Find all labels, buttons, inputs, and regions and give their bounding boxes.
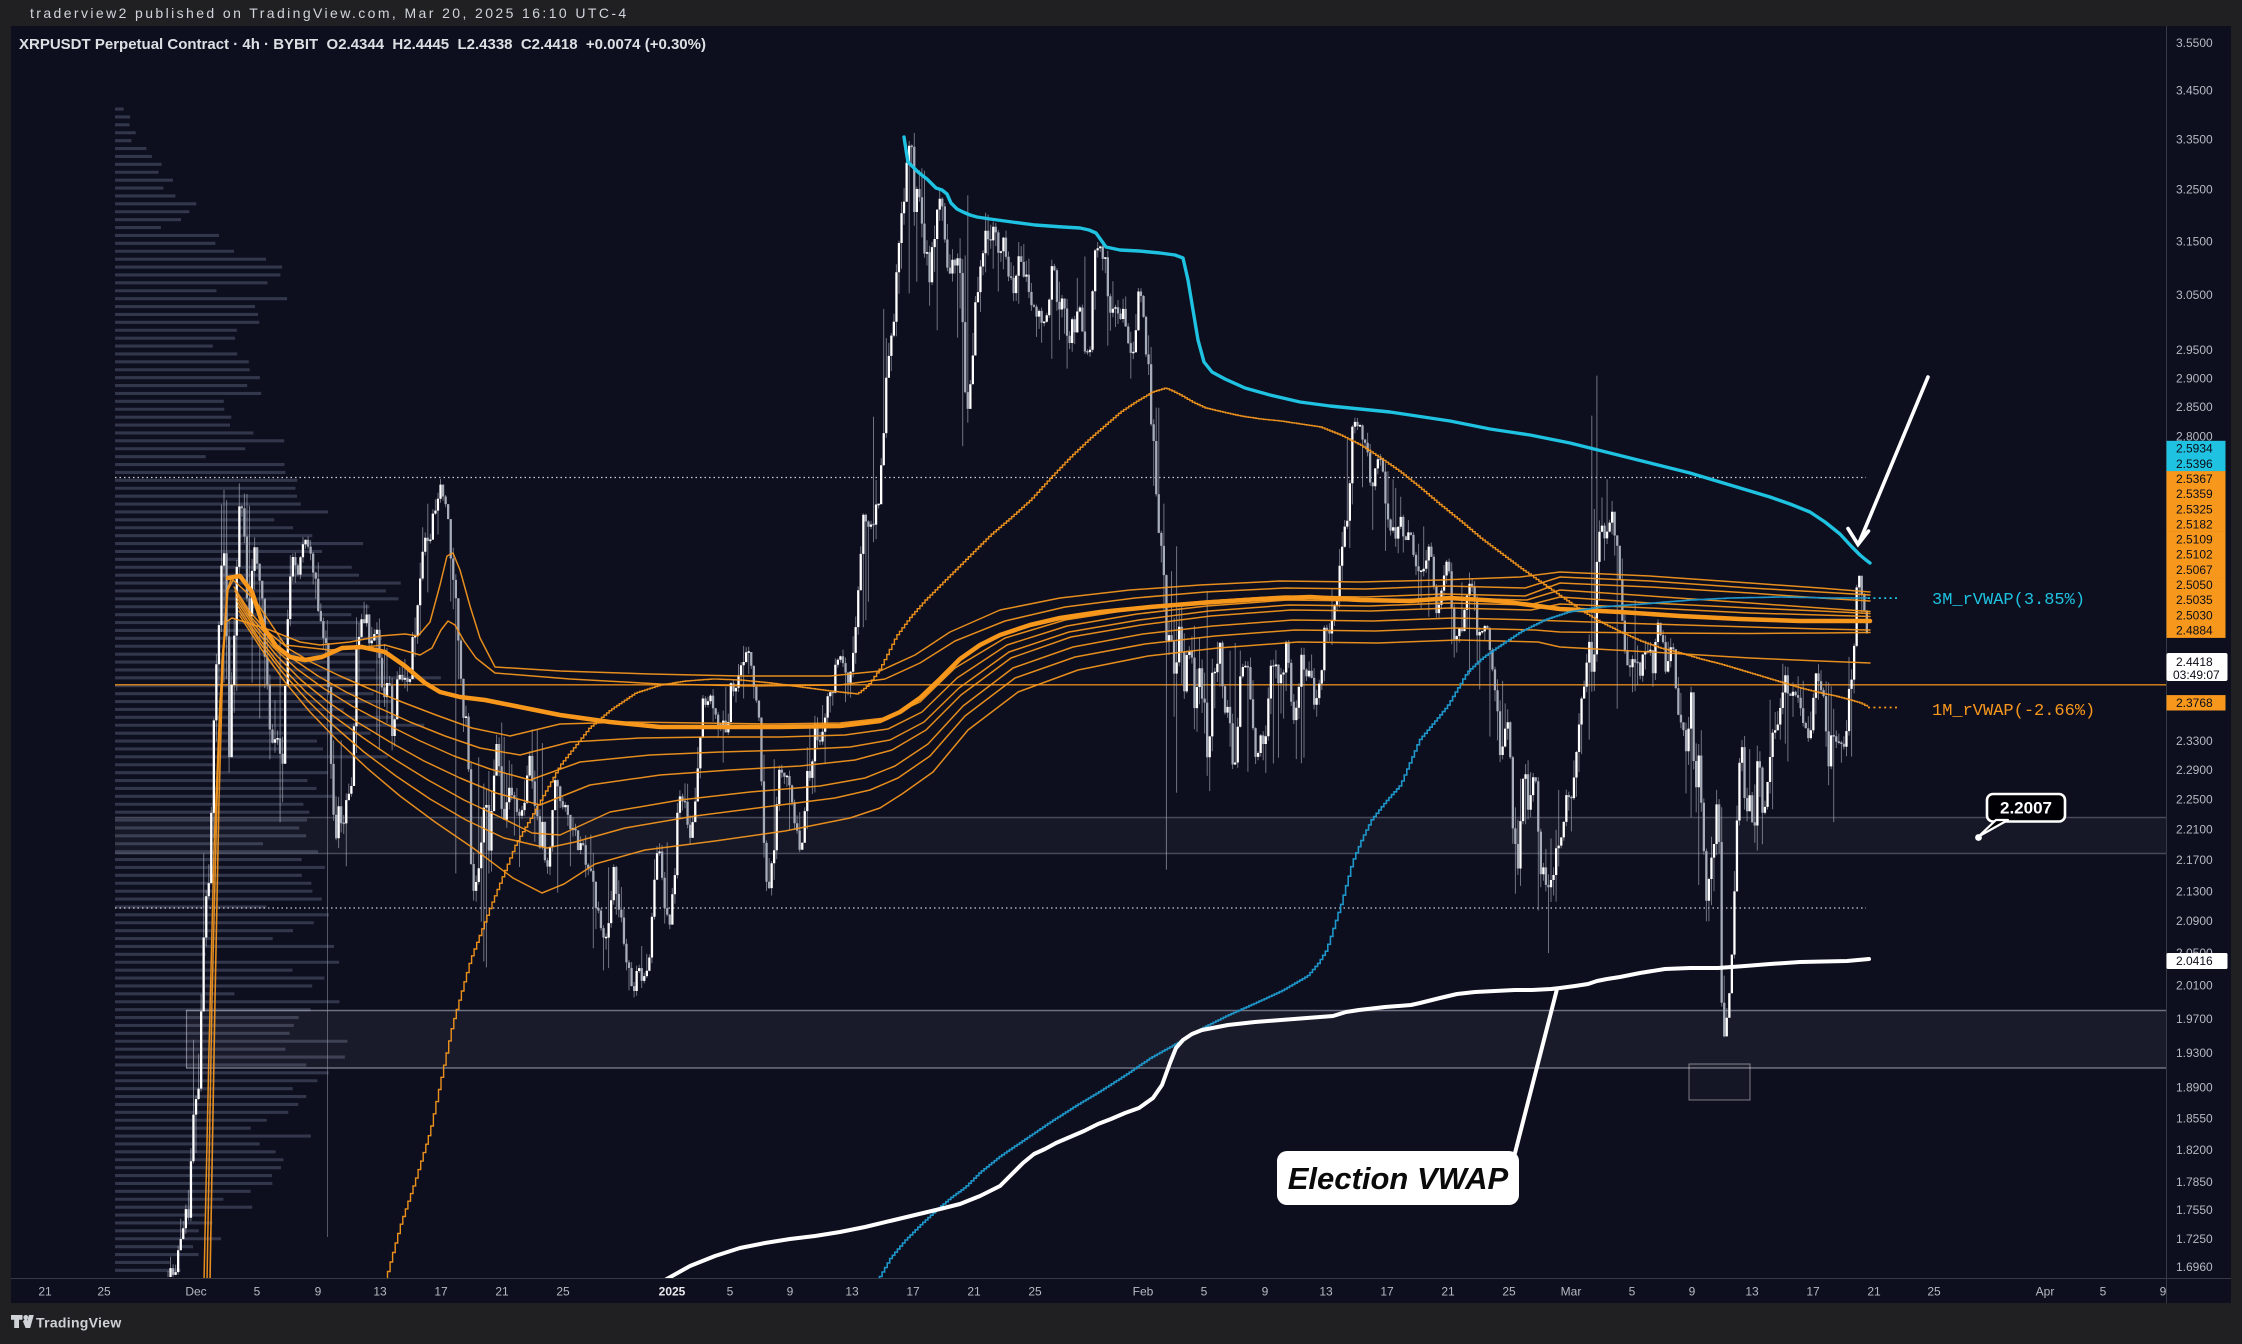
svg-text:2.5030: 2.5030 — [2176, 608, 2213, 622]
svg-text:2.5396: 2.5396 — [2176, 457, 2213, 471]
svg-text:Apr: Apr — [2036, 1285, 2055, 1299]
svg-text:25: 25 — [1028, 1285, 1042, 1299]
svg-text:Feb: Feb — [1133, 1285, 1154, 1299]
svg-text:25: 25 — [1502, 1285, 1516, 1299]
svg-text:25: 25 — [1927, 1285, 1941, 1299]
svg-text:13: 13 — [1745, 1285, 1759, 1299]
svg-text:25: 25 — [556, 1285, 570, 1299]
svg-text:21: 21 — [967, 1285, 981, 1299]
svg-text:9: 9 — [787, 1285, 794, 1299]
svg-text:2.8000: 2.8000 — [2176, 430, 2213, 444]
svg-text:21: 21 — [1441, 1285, 1455, 1299]
svg-text:9: 9 — [1689, 1285, 1696, 1299]
svg-text:1.8900: 1.8900 — [2176, 1081, 2213, 1095]
svg-text:2.5109: 2.5109 — [2176, 533, 2213, 547]
svg-text:1.7850: 1.7850 — [2176, 1175, 2213, 1189]
svg-text:9: 9 — [1262, 1285, 1269, 1299]
svg-text:1.8200: 1.8200 — [2176, 1143, 2213, 1157]
svg-text:2.0900: 2.0900 — [2176, 914, 2213, 928]
svg-text:2.0416: 2.0416 — [2176, 954, 2213, 968]
svg-text:2.5359: 2.5359 — [2176, 487, 2213, 501]
svg-text:1.7550: 1.7550 — [2176, 1203, 2213, 1217]
svg-text:2.5050: 2.5050 — [2176, 578, 2213, 592]
svg-text:25: 25 — [97, 1285, 111, 1299]
svg-text:2.5182: 2.5182 — [2176, 517, 2213, 531]
svg-text:3.4500: 3.4500 — [2176, 84, 2213, 98]
svg-text:2.5067: 2.5067 — [2176, 563, 2213, 577]
svg-text:3.0500: 3.0500 — [2176, 288, 2213, 302]
svg-text:17: 17 — [434, 1285, 448, 1299]
svg-text:1.7250: 1.7250 — [2176, 1232, 2213, 1246]
svg-text:1.9300: 1.9300 — [2176, 1046, 2213, 1060]
svg-text:13: 13 — [1319, 1285, 1333, 1299]
svg-text:2.5934: 2.5934 — [2176, 442, 2213, 456]
svg-text:2.9000: 2.9000 — [2176, 372, 2213, 386]
svg-text:1.9700: 1.9700 — [2176, 1012, 2213, 1026]
svg-text:2.4418: 2.4418 — [2176, 655, 2213, 669]
svg-text:traderview2 published on Tradi: traderview2 published on TradingView.com… — [30, 5, 629, 21]
svg-text:5: 5 — [1629, 1285, 1636, 1299]
svg-text:21: 21 — [38, 1285, 52, 1299]
svg-text:2.4884: 2.4884 — [2176, 623, 2213, 637]
svg-text:03:49:07: 03:49:07 — [2173, 668, 2220, 682]
svg-text:3.3500: 3.3500 — [2176, 133, 2213, 147]
svg-text:17: 17 — [1380, 1285, 1394, 1299]
svg-text:13: 13 — [373, 1285, 387, 1299]
svg-text:2025: 2025 — [659, 1285, 686, 1299]
svg-text:2.2500: 2.2500 — [2176, 793, 2213, 807]
svg-text:Election VWAP: Election VWAP — [1288, 1161, 1509, 1196]
svg-text:2.3300: 2.3300 — [2176, 734, 2213, 748]
svg-text:2.3768: 2.3768 — [2176, 696, 2213, 710]
svg-text:5: 5 — [1201, 1285, 1208, 1299]
svg-text:XRPUSDT Perpetual Contract · 4: XRPUSDT Perpetual Contract · 4h · BYBIT … — [19, 36, 706, 53]
svg-text:5: 5 — [2100, 1285, 2107, 1299]
svg-text:5: 5 — [254, 1285, 261, 1299]
svg-text:1.6960: 1.6960 — [2176, 1260, 2213, 1274]
svg-text:2.0100: 2.0100 — [2176, 979, 2213, 993]
svg-text:2.2900: 2.2900 — [2176, 763, 2213, 777]
svg-text:TradingView: TradingView — [36, 1315, 122, 1331]
svg-text:13: 13 — [845, 1285, 859, 1299]
svg-text:3.5500: 3.5500 — [2176, 36, 2213, 50]
svg-text:5: 5 — [727, 1285, 734, 1299]
svg-text:1.8550: 1.8550 — [2176, 1112, 2213, 1126]
svg-text:17: 17 — [906, 1285, 920, 1299]
svg-text:21: 21 — [495, 1285, 509, 1299]
svg-text:2.9500: 2.9500 — [2176, 343, 2213, 357]
svg-text:17: 17 — [1806, 1285, 1820, 1299]
svg-text:3M_rVWAP(3.85%): 3M_rVWAP(3.85%) — [1932, 591, 2085, 610]
svg-text:2.2007: 2.2007 — [2000, 799, 2052, 818]
svg-text:2.8500: 2.8500 — [2176, 400, 2213, 414]
svg-text:3.1500: 3.1500 — [2176, 235, 2213, 249]
svg-text:2.1700: 2.1700 — [2176, 853, 2213, 867]
svg-text:2.5367: 2.5367 — [2176, 472, 2213, 486]
svg-text:2.1300: 2.1300 — [2176, 885, 2213, 899]
svg-text:9: 9 — [315, 1285, 322, 1299]
svg-text:21: 21 — [1867, 1285, 1881, 1299]
svg-text:3.2500: 3.2500 — [2176, 183, 2213, 197]
svg-text:2.5035: 2.5035 — [2176, 593, 2213, 607]
svg-text:Dec: Dec — [185, 1285, 206, 1299]
svg-text:1M_rVWAP(-2.66%): 1M_rVWAP(-2.66%) — [1932, 702, 2095, 721]
svg-text:9: 9 — [2160, 1285, 2167, 1299]
svg-text:2.5325: 2.5325 — [2176, 502, 2213, 516]
svg-text:2.2100: 2.2100 — [2176, 823, 2213, 837]
svg-text:Mar: Mar — [1561, 1285, 1582, 1299]
svg-text:2.5102: 2.5102 — [2176, 548, 2213, 562]
